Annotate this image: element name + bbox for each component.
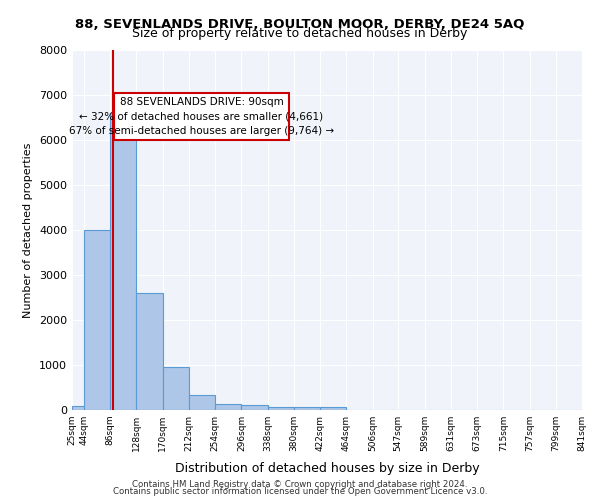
- Text: Contains HM Land Registry data © Crown copyright and database right 2024.: Contains HM Land Registry data © Crown c…: [132, 480, 468, 489]
- Bar: [136, 293, 163, 410]
- Bar: [294, 408, 320, 410]
- Text: Contains public sector information licensed under the Open Government Licence v3: Contains public sector information licen…: [113, 487, 487, 496]
- Bar: [189, 395, 215, 410]
- X-axis label: Distribution of detached houses by size in Derby: Distribution of detached houses by size …: [175, 462, 479, 475]
- Text: 88, SEVENLANDS DRIVE, BOULTON MOOR, DERBY, DE24 5AQ: 88, SEVENLANDS DRIVE, BOULTON MOOR, DERB…: [76, 18, 524, 30]
- Bar: [72, 406, 84, 410]
- Bar: [215, 404, 241, 410]
- Bar: [320, 408, 346, 410]
- Bar: [163, 367, 189, 410]
- Bar: [110, 113, 136, 410]
- Text: 88 SEVENLANDS DRIVE: 90sqm
← 32% of detached houses are smaller (4,661)
67% of s: 88 SEVENLANDS DRIVE: 90sqm ← 32% of deta…: [69, 96, 334, 136]
- Bar: [268, 406, 294, 410]
- FancyBboxPatch shape: [114, 93, 289, 140]
- Text: Size of property relative to detached houses in Derby: Size of property relative to detached ho…: [133, 28, 467, 40]
- Bar: [84, 230, 110, 410]
- Bar: [241, 405, 268, 410]
- Y-axis label: Number of detached properties: Number of detached properties: [23, 142, 34, 318]
